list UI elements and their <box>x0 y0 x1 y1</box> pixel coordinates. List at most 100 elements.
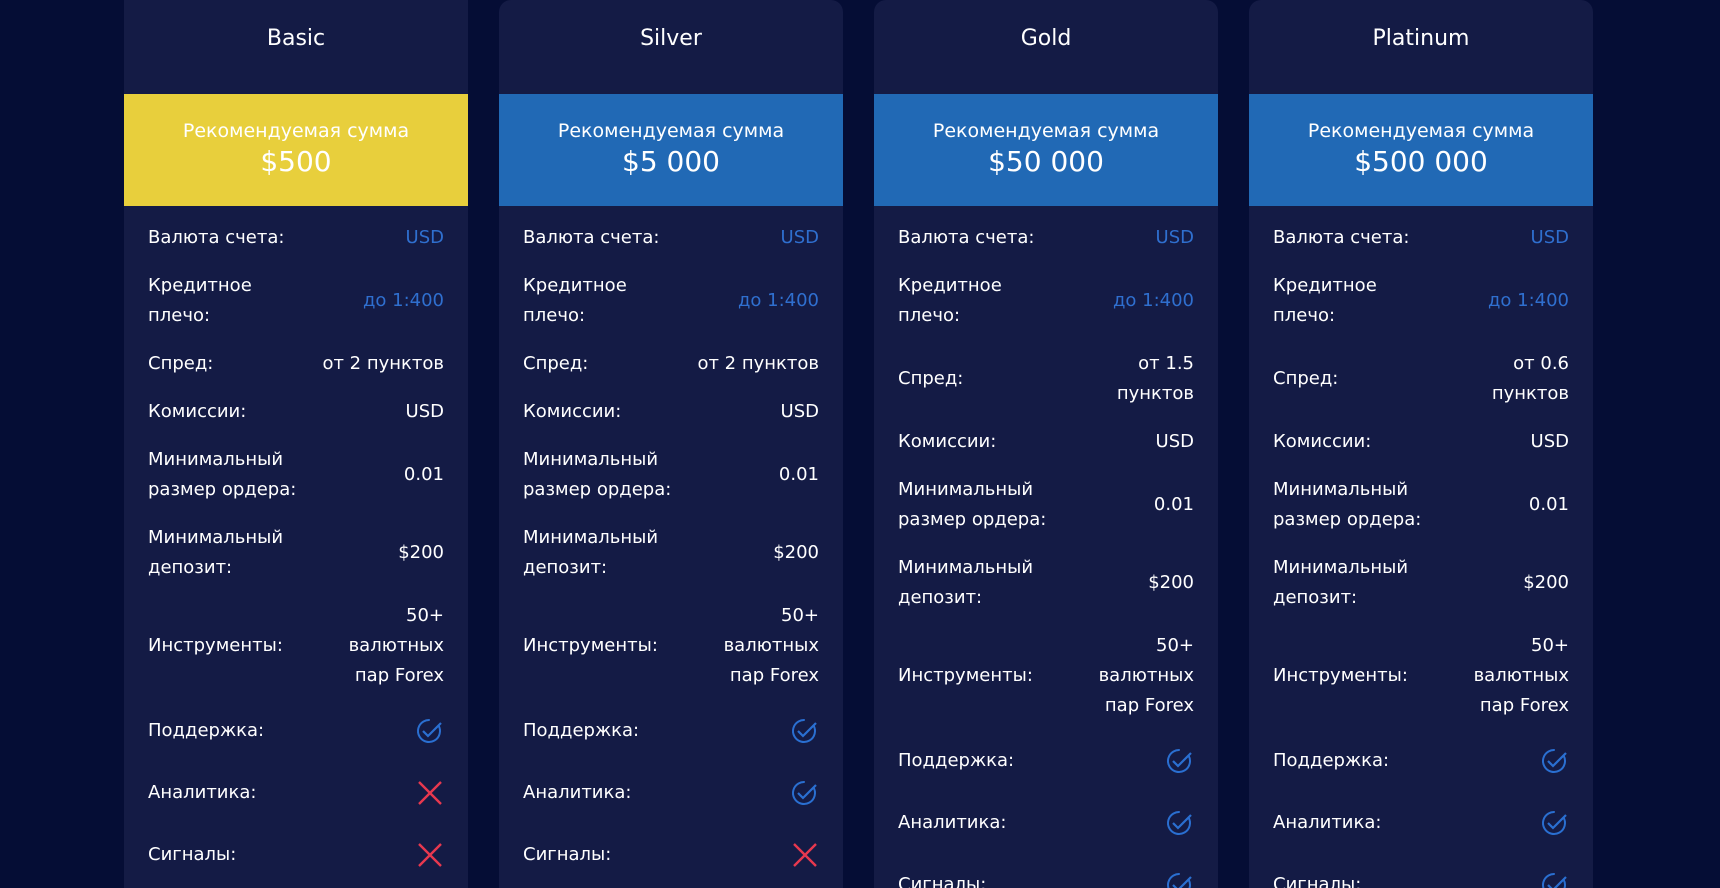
cross-icon <box>418 781 442 805</box>
row-value: 50+ валютных пар Forex <box>348 605 444 686</box>
row-value: USD <box>405 401 444 422</box>
feature-label: Сигналы: <box>898 874 987 888</box>
row-value: 0.01 <box>1153 494 1194 515</box>
banner-label: Рекомендуемая сумма <box>182 120 410 142</box>
row-label: Спред: <box>1273 368 1339 389</box>
row: Минимальный депозит: $200 <box>148 514 444 592</box>
banner: Рекомендуемая сумма $500 <box>124 94 468 206</box>
row-label: Спред: <box>523 353 589 374</box>
row-value: USD <box>1530 227 1569 248</box>
row: Инструменты: 50+ валютных пар Forex <box>1273 622 1569 730</box>
row-value: от 1.5 пунктов <box>1116 353 1194 404</box>
row-label: Валюта счета: <box>898 227 1035 248</box>
feature-row: Сигналы: <box>148 824 444 886</box>
check-icon <box>792 781 817 805</box>
row-label: Кредитное плечо: <box>898 275 1002 326</box>
row: Комиссии: USD <box>523 388 819 436</box>
row-label: Инструменты: <box>523 635 658 656</box>
row: Инструменты: 50+ валютных пар Forex <box>523 592 819 700</box>
row-value: 50+ валютных пар Forex <box>1098 635 1194 716</box>
feature-label: Аналитика: <box>1273 812 1382 833</box>
feature-row: Сигналы: <box>1273 854 1569 888</box>
row-label: Валюта счета: <box>523 227 660 248</box>
row-value: USD <box>780 227 819 248</box>
row: Кредитное плечо: до 1:400 <box>148 262 444 340</box>
banner: Рекомендуемая сумма $50 000 <box>874 94 1218 206</box>
row-label: Инструменты: <box>898 665 1033 686</box>
banner-label: Рекомендуемая сумма <box>1307 120 1535 142</box>
row-label: Кредитное плечо: <box>523 275 627 326</box>
row: Кредитное плечо: до 1:400 <box>898 262 1194 340</box>
row-label: Минимальный размер ордера: <box>523 449 672 500</box>
feature-label: Аналитика: <box>523 782 632 803</box>
row-label: Спред: <box>898 368 964 389</box>
row: Спред: от 2 пунктов <box>148 340 444 388</box>
row-label: Комиссии: <box>148 401 247 422</box>
row-value: USD <box>780 401 819 422</box>
check-icon <box>792 719 817 743</box>
check-icon <box>1542 749 1567 773</box>
row-value: $200 <box>773 542 819 563</box>
row-value: до 1:400 <box>1487 290 1569 311</box>
banner-label: Рекомендуемая сумма <box>557 120 785 142</box>
row-label: Комиссии: <box>1273 431 1372 452</box>
row-label: Минимальный размер ордера: <box>1273 479 1422 530</box>
row-value: до 1:400 <box>1112 290 1194 311</box>
row: Инструменты: 50+ валютных пар Forex <box>148 592 444 700</box>
plan-card: Gold Рекомендуемая сумма $50 000 Валюта сче… <box>874 0 1218 888</box>
feature-row: Аналитика: <box>1273 792 1569 854</box>
row-value: USD <box>1155 227 1194 248</box>
row: Инструменты: 50+ валютных пар Forex <box>898 622 1194 730</box>
feature-label: Аналитика: <box>898 812 1007 833</box>
check-icon <box>1167 749 1192 773</box>
feature-row: Сигналы: <box>898 854 1194 888</box>
row-label: Минимальный размер ордера: <box>148 449 297 500</box>
row-value: USD <box>405 227 444 248</box>
row-value: от 0.6 пунктов <box>1491 353 1569 404</box>
row-label: Валюта счета: <box>148 227 285 248</box>
row: Минимальный депозит: $200 <box>523 514 819 592</box>
cross-icon <box>418 843 442 867</box>
feature-label: Поддержка: <box>523 720 640 741</box>
feature-label: Сигналы: <box>1273 874 1362 888</box>
row-value: $200 <box>1148 572 1194 593</box>
feature-label: Аналитика: <box>148 782 257 803</box>
row: Минимальный депозит: $200 <box>1273 544 1569 622</box>
row: Спред: от 0.6 пунктов <box>1273 340 1569 418</box>
plan-name: Silver <box>640 26 702 51</box>
row-value: 0.01 <box>778 464 819 485</box>
row-value: от 2 пунктов <box>697 353 819 374</box>
row-value: 50+ валютных пар Forex <box>1473 635 1569 716</box>
row-value: $200 <box>1523 572 1569 593</box>
row: Минимальный размер ордера: 0.01 <box>1273 466 1569 544</box>
feature-label: Сигналы: <box>523 844 612 865</box>
row-label: Спред: <box>148 353 214 374</box>
row-label: Минимальный депозит: <box>523 527 659 578</box>
row: Минимальный депозит: $200 <box>898 544 1194 622</box>
row: Комиссии: USD <box>898 418 1194 466</box>
row-label: Минимальный депозит: <box>898 557 1034 608</box>
row-value: $200 <box>398 542 444 563</box>
row-label: Инструменты: <box>1273 665 1408 686</box>
row-label: Минимальный размер ордера: <box>898 479 1047 530</box>
row: Комиссии: USD <box>1273 418 1569 466</box>
feature-label: Сигналы: <box>148 844 237 865</box>
plan-card: Basic Рекомендуемая сумма $500 Валюта счета… <box>124 0 468 888</box>
row-label: Кредитное плечо: <box>1273 275 1377 326</box>
row-label: Валюта счета: <box>1273 227 1410 248</box>
row-label: Комиссии: <box>523 401 622 422</box>
amount: $500 <box>260 145 332 178</box>
amount: $500 000 <box>1354 145 1488 178</box>
row-value: 50+ валютных пар Forex <box>723 605 819 686</box>
row: Спред: от 1.5 пунктов <box>898 340 1194 418</box>
row-value: 0.01 <box>403 464 444 485</box>
row: Валюта счета: USD <box>523 214 819 262</box>
row: Комиссии: USD <box>148 388 444 436</box>
row-label: Комиссии: <box>898 431 997 452</box>
check-icon <box>417 719 442 743</box>
plan-name: Gold <box>1020 26 1072 51</box>
feature-label: Поддержка: <box>1273 750 1390 771</box>
row: Спред: от 2 пунктов <box>523 340 819 388</box>
feature-row: Поддержка: <box>898 730 1194 792</box>
row: Минимальный размер ордера: 0.01 <box>523 436 819 514</box>
